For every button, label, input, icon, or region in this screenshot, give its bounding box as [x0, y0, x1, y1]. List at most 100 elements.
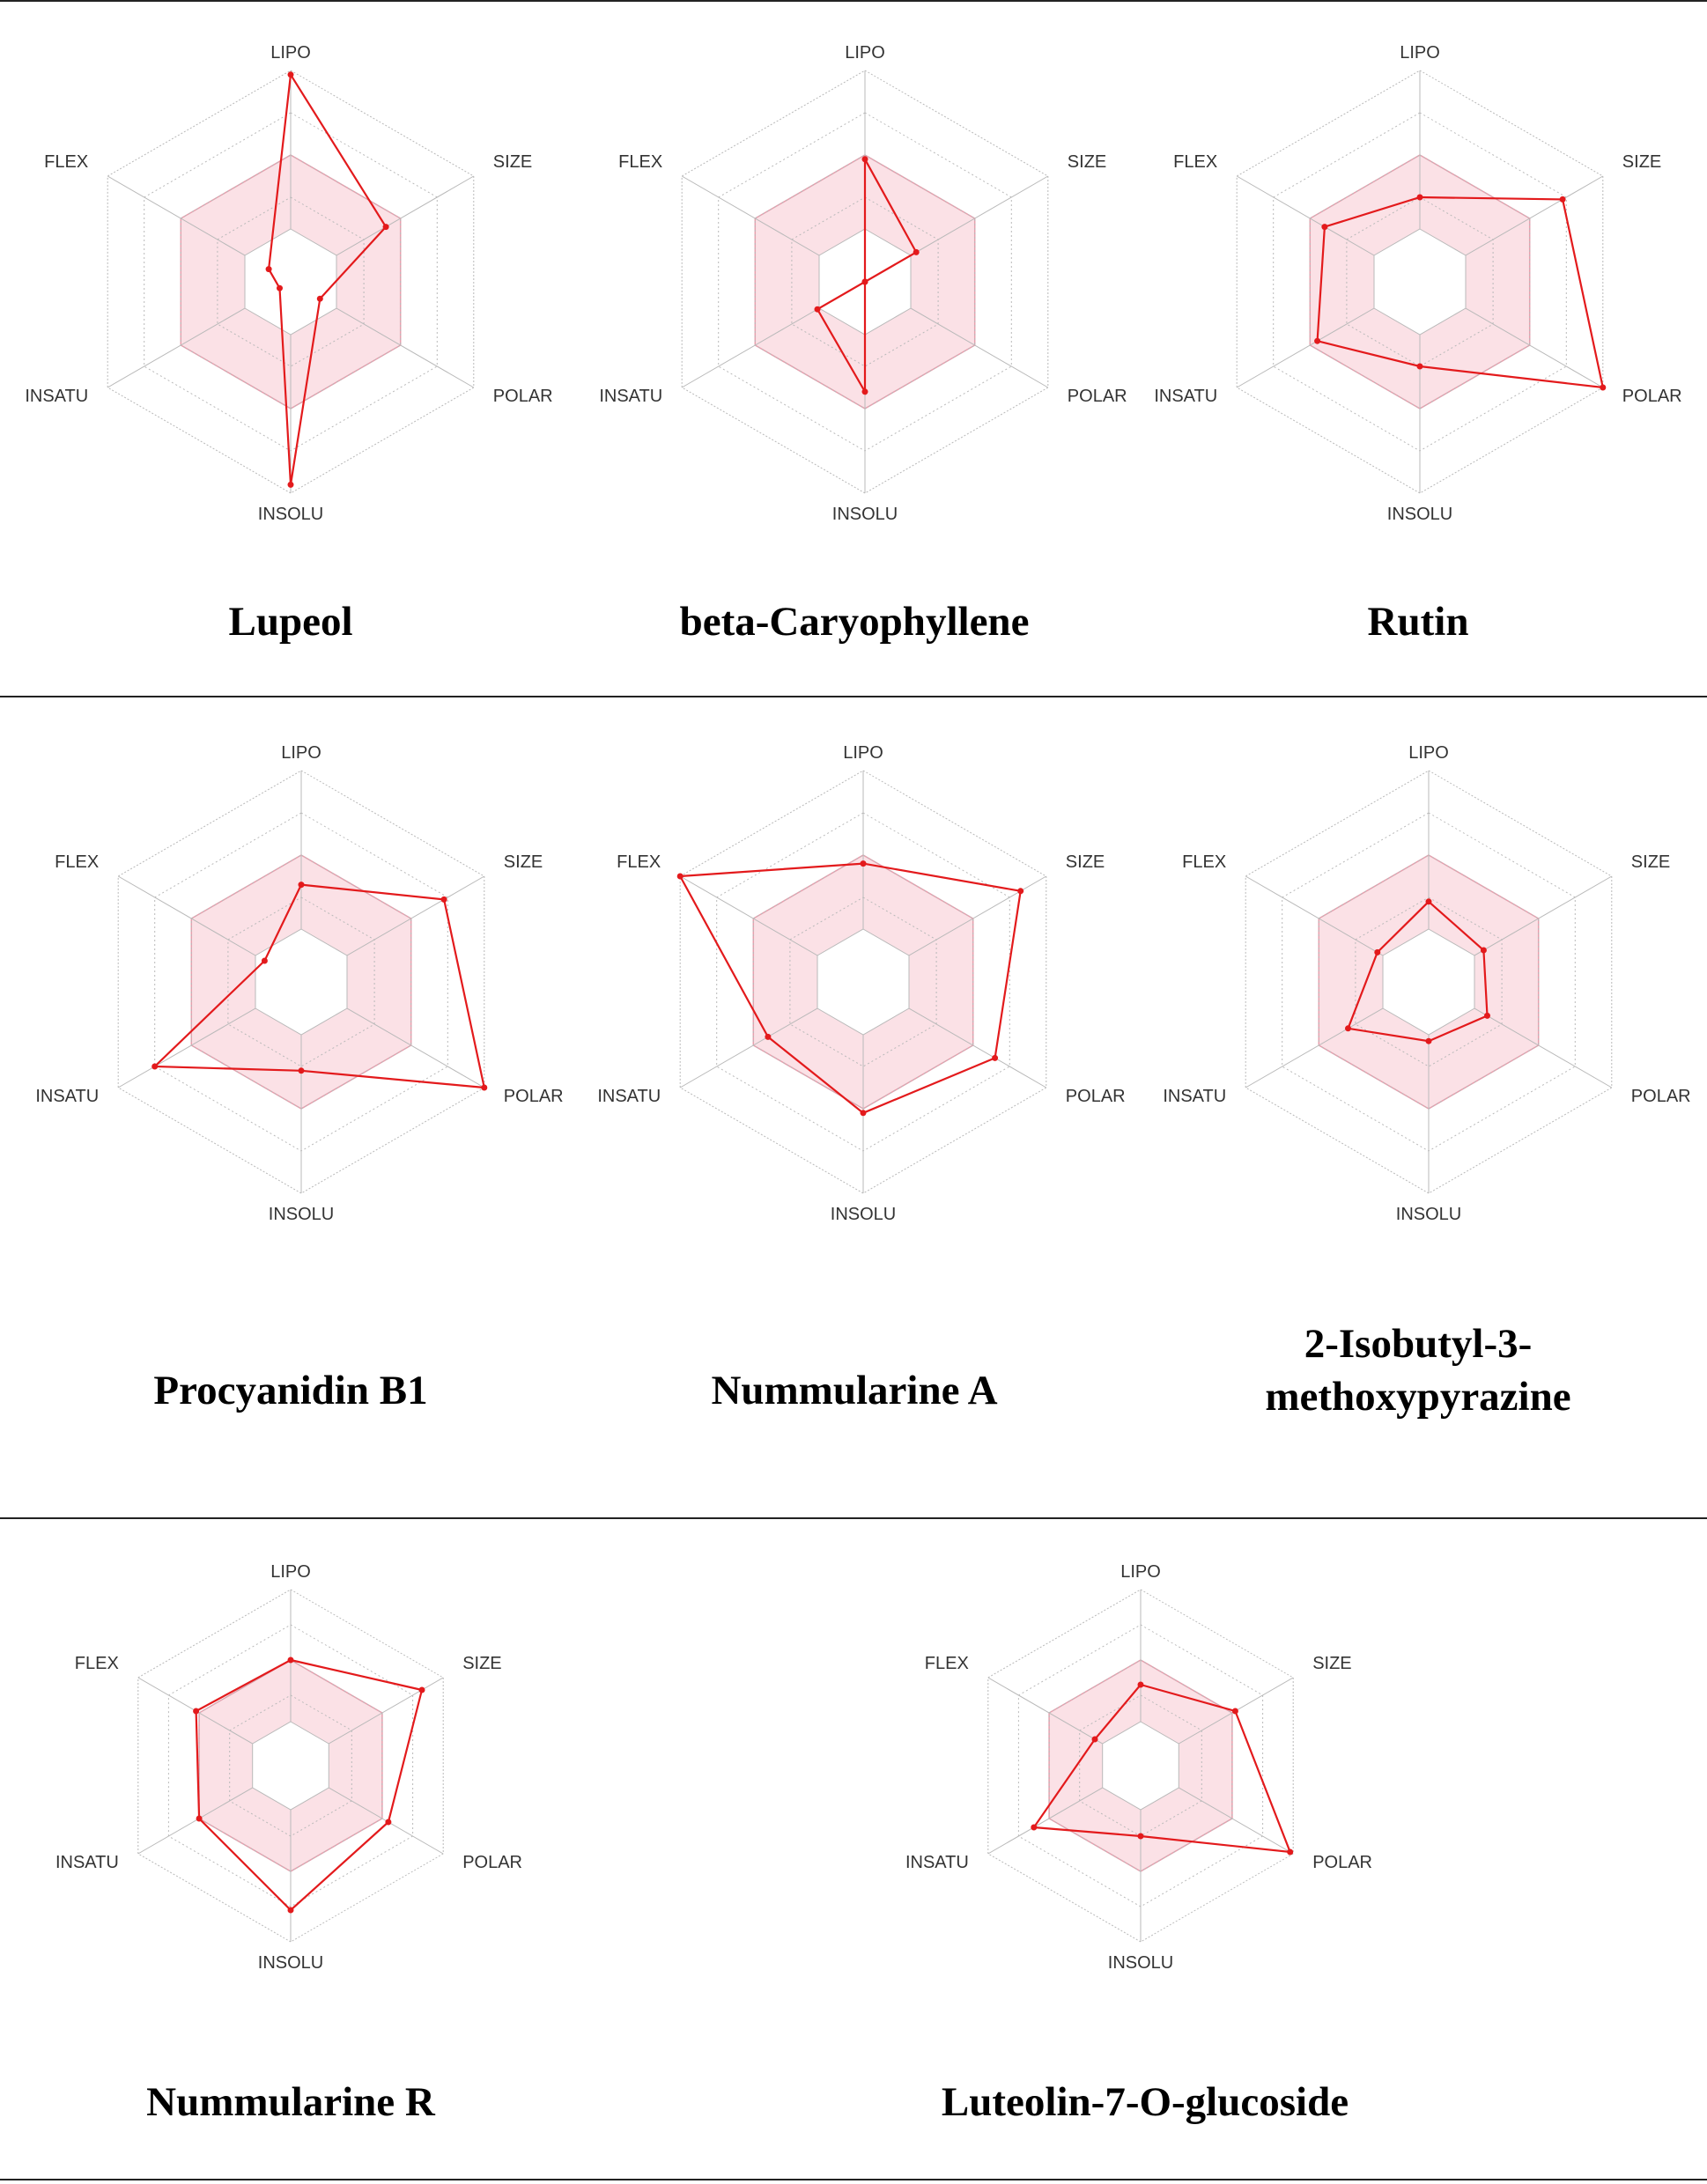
axis-label-flex: FLEX [618, 152, 662, 172]
axis-label-size: SIZE [1312, 1654, 1351, 1673]
caption-text-line-2: methoxypyrazine [1265, 1374, 1571, 1420]
optimal-range-zone [199, 1660, 382, 1871]
data-point-lipo [287, 1656, 294, 1664]
axis-label-lipo: LIPO [270, 1562, 311, 1582]
caption-lupeol: Lupeol [115, 595, 467, 648]
data-point-flex [261, 957, 268, 964]
data-point-lipo [1425, 898, 1432, 905]
data-point-insatu [1314, 337, 1321, 344]
axis-label-polar: POLAR [504, 1087, 564, 1106]
data-point-insolu [287, 481, 294, 488]
axis-label-insatu: INSATU [905, 1853, 969, 1872]
caption-text: Luteolin-7-O-glucoside [941, 2079, 1349, 2125]
caption-rutin: Rutin [1242, 595, 1594, 648]
optimal-range-zone [1319, 855, 1539, 1109]
axis-label-size: SIZE [1068, 152, 1106, 172]
axis-label-size: SIZE [462, 1654, 501, 1673]
axis-label-flex: FLEX [617, 852, 661, 872]
axis-label-size: SIZE [1066, 852, 1105, 872]
caption-text: Rutin [1367, 599, 1469, 645]
center-hexagon [817, 928, 910, 1036]
data-point-polar [481, 1084, 488, 1091]
axis-label-insatu: INSATU [25, 387, 88, 406]
data-point-lipo [861, 156, 868, 163]
caption-text: Procyanidin B1 [153, 1368, 428, 1413]
data-point-polar [316, 295, 323, 302]
axis-label-polar: POLAR [493, 387, 553, 406]
data-point-lipo [298, 882, 305, 889]
radar-chart-lupeol: LIPO SIZE POLAR INSOLU INSATU FLEX [25, 43, 553, 524]
data-point-lipo [287, 71, 294, 78]
center-hexagon [252, 1721, 329, 1811]
data-point-polar [1484, 1012, 1490, 1019]
data-point-insatu [765, 1033, 772, 1040]
axis-label-lipo: LIPO [845, 43, 885, 63]
data-point-flex [861, 278, 868, 285]
data-point-polar [1287, 1848, 1294, 1856]
axis-label-insolu: INSOLU [258, 1953, 323, 1973]
data-point-insolu [860, 1110, 867, 1117]
data-point-insolu [298, 1067, 305, 1074]
radar-chart-2-isobutyl-3-methoxypyrazine: LIPO SIZE POLAR INSOLU INSATU FLEX [1163, 743, 1691, 1224]
axis-label-size: SIZE [1622, 152, 1661, 172]
axis-label-size: SIZE [493, 152, 532, 172]
rule-top [0, 0, 1707, 2]
data-point-size [418, 1686, 425, 1693]
axis-label-flex: FLEX [1173, 152, 1217, 172]
axis-label-insolu: INSOLU [258, 505, 323, 524]
axis-label-lipo: LIPO [281, 743, 321, 763]
data-point-flex [193, 1708, 200, 1715]
optimal-range-zone [181, 155, 401, 409]
axis-label-lipo: LIPO [1120, 1562, 1161, 1582]
data-point-flex [676, 873, 684, 880]
caption-procyanidin-b1: Procyanidin B1 [115, 1364, 467, 1417]
data-point-size [382, 224, 389, 231]
data-point-insatu [1031, 1824, 1038, 1831]
data-point-size [913, 248, 920, 255]
rule-bottom [0, 2179, 1707, 2180]
axis-label-insatu: INSATU [35, 1087, 99, 1106]
axis-label-insolu: INSOLU [1396, 1205, 1461, 1224]
data-point-flex [1091, 1736, 1098, 1743]
axis-label-polar: POLAR [1068, 387, 1127, 406]
axis-label-insolu: INSOLU [832, 505, 898, 524]
axis-label-flex: FLEX [1182, 852, 1226, 872]
axis-label-polar: POLAR [1631, 1087, 1691, 1106]
axis-label-lipo: LIPO [1408, 743, 1449, 763]
data-point-lipo [1137, 1681, 1144, 1688]
radar-chart-nummularine-r: LIPO SIZE POLAR INSOLU INSATU FLEX [55, 1562, 522, 1973]
optimal-range-zone [1310, 155, 1530, 409]
axis-label-polar: POLAR [1622, 387, 1682, 406]
optimal-range-zone [755, 155, 975, 409]
axis-label-polar: POLAR [1066, 1087, 1126, 1106]
caption-text: Lupeol [228, 599, 353, 645]
axis-label-polar: POLAR [1312, 1853, 1372, 1872]
caption-luteolin-7-o-glucoside: Luteolin-7-O-glucoside [881, 2076, 1409, 2129]
radar-chart-rutin: LIPO SIZE POLAR INSOLU INSATU FLEX [1154, 43, 1682, 524]
axis-label-lipo: LIPO [270, 43, 311, 63]
axis-label-flex: FLEX [44, 152, 88, 172]
center-hexagon [244, 228, 337, 336]
axis-label-flex: FLEX [55, 852, 99, 872]
axis-label-insolu: INSOLU [1387, 505, 1452, 524]
optimal-range-zone [1049, 1660, 1232, 1871]
axis-label-insatu: INSATU [599, 387, 662, 406]
data-point-polar [992, 1054, 999, 1061]
data-point-insolu [287, 1907, 294, 1914]
data-point-polar [1600, 384, 1607, 391]
caption-text: beta-Caryophyllene [679, 599, 1030, 645]
data-point-polar [385, 1819, 392, 1826]
caption-text-line-1: 2-Isobutyl-3- [1304, 1321, 1533, 1367]
data-point-lipo [860, 860, 867, 867]
data-point-insatu [1345, 1025, 1351, 1032]
radar-chart-procyanidin-b1: LIPO SIZE POLAR INSOLU INSATU FLEX [35, 743, 564, 1224]
data-point-insatu [196, 1815, 203, 1822]
axis-label-insatu: INSATU [597, 1087, 661, 1106]
axis-label-size: SIZE [504, 852, 543, 872]
axis-label-flex: FLEX [75, 1654, 119, 1673]
center-hexagon [1382, 928, 1475, 1036]
data-point-insatu [277, 284, 283, 291]
axis-label-lipo: LIPO [843, 743, 883, 763]
data-point-flex [1374, 948, 1381, 956]
data-point-flex [265, 266, 272, 273]
